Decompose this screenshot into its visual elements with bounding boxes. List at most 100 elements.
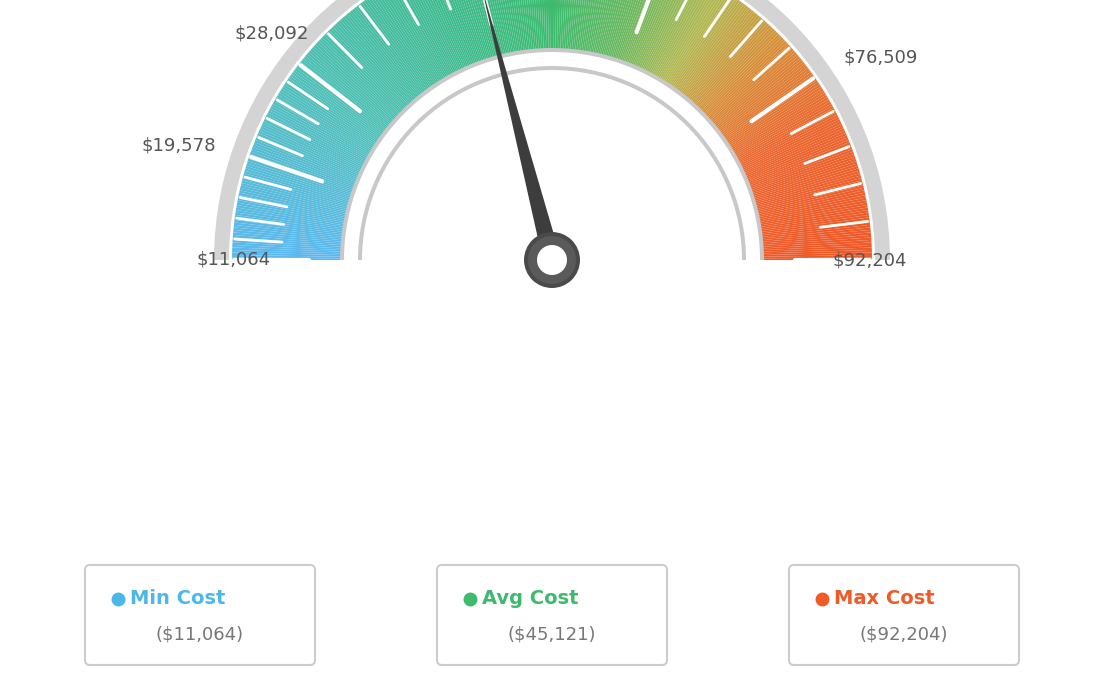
Wedge shape <box>475 0 503 56</box>
Wedge shape <box>715 58 802 129</box>
Wedge shape <box>519 0 532 51</box>
Wedge shape <box>634 0 679 67</box>
Wedge shape <box>659 0 718 80</box>
Wedge shape <box>760 213 869 230</box>
Wedge shape <box>646 0 698 73</box>
Wedge shape <box>246 164 352 198</box>
Wedge shape <box>309 50 393 124</box>
Wedge shape <box>756 188 864 214</box>
Wedge shape <box>306 54 391 126</box>
Wedge shape <box>465 0 497 58</box>
Wedge shape <box>760 208 868 227</box>
Wedge shape <box>665 0 725 83</box>
Wedge shape <box>731 92 826 152</box>
Wedge shape <box>691 20 765 104</box>
Wedge shape <box>268 110 367 164</box>
Wedge shape <box>534 0 542 50</box>
Wedge shape <box>672 0 739 89</box>
Wedge shape <box>761 222 870 237</box>
Wedge shape <box>566 0 577 50</box>
Wedge shape <box>393 0 449 77</box>
Wedge shape <box>385 0 444 81</box>
Wedge shape <box>684 12 756 98</box>
Wedge shape <box>715 60 804 130</box>
Wedge shape <box>285 82 378 145</box>
Wedge shape <box>237 200 346 222</box>
Wedge shape <box>681 7 750 95</box>
Circle shape <box>524 232 580 288</box>
Wedge shape <box>425 0 470 67</box>
Wedge shape <box>234 225 343 239</box>
Wedge shape <box>509 0 526 52</box>
Wedge shape <box>664 0 723 83</box>
Wedge shape <box>754 170 860 203</box>
Wedge shape <box>760 215 869 232</box>
Wedge shape <box>611 0 644 59</box>
Wedge shape <box>489 0 512 54</box>
Wedge shape <box>352 9 422 96</box>
Wedge shape <box>253 144 357 186</box>
Wedge shape <box>689 17 762 101</box>
Wedge shape <box>232 248 342 253</box>
Wedge shape <box>379 0 439 83</box>
Wedge shape <box>596 0 622 55</box>
Wedge shape <box>762 242 872 250</box>
Wedge shape <box>630 0 675 66</box>
Wedge shape <box>487 0 511 55</box>
Wedge shape <box>257 133 359 178</box>
Wedge shape <box>730 90 825 150</box>
Wedge shape <box>744 130 846 177</box>
Wedge shape <box>757 190 864 216</box>
Wedge shape <box>597 0 624 55</box>
Wedge shape <box>540 0 545 50</box>
Wedge shape <box>699 32 778 112</box>
Wedge shape <box>340 48 764 260</box>
Wedge shape <box>569 0 580 51</box>
Wedge shape <box>456 0 490 60</box>
Wedge shape <box>757 195 866 219</box>
Wedge shape <box>255 137 358 181</box>
Wedge shape <box>312 46 395 121</box>
Wedge shape <box>245 166 351 200</box>
Wedge shape <box>418 0 466 69</box>
Wedge shape <box>761 217 870 234</box>
Wedge shape <box>746 140 850 183</box>
Wedge shape <box>233 237 342 247</box>
Wedge shape <box>762 253 872 257</box>
Wedge shape <box>450 0 487 61</box>
Wedge shape <box>365 0 432 89</box>
Wedge shape <box>355 6 425 94</box>
Wedge shape <box>337 21 412 105</box>
Wedge shape <box>707 43 788 119</box>
Wedge shape <box>242 180 349 209</box>
Wedge shape <box>310 48 394 122</box>
Wedge shape <box>316 43 397 119</box>
Wedge shape <box>559 0 564 50</box>
Wedge shape <box>578 0 595 52</box>
Wedge shape <box>290 74 381 139</box>
Wedge shape <box>762 250 872 255</box>
Wedge shape <box>416 0 464 70</box>
Wedge shape <box>477 0 505 56</box>
Wedge shape <box>640 0 688 70</box>
Wedge shape <box>240 190 347 216</box>
Wedge shape <box>733 97 829 155</box>
Wedge shape <box>448 0 486 61</box>
Text: $28,092: $28,092 <box>234 25 309 43</box>
Wedge shape <box>333 25 410 107</box>
Wedge shape <box>243 175 350 206</box>
Wedge shape <box>603 0 631 57</box>
Wedge shape <box>675 0 740 90</box>
Wedge shape <box>287 78 380 142</box>
Wedge shape <box>278 92 373 152</box>
Wedge shape <box>749 147 852 187</box>
Wedge shape <box>544 0 549 50</box>
Wedge shape <box>344 15 417 100</box>
Wedge shape <box>638 0 686 69</box>
Wedge shape <box>282 86 375 148</box>
Text: ($92,204): ($92,204) <box>860 626 948 644</box>
Wedge shape <box>423 0 468 68</box>
Wedge shape <box>754 175 861 206</box>
Wedge shape <box>718 64 806 132</box>
Wedge shape <box>656 0 713 79</box>
